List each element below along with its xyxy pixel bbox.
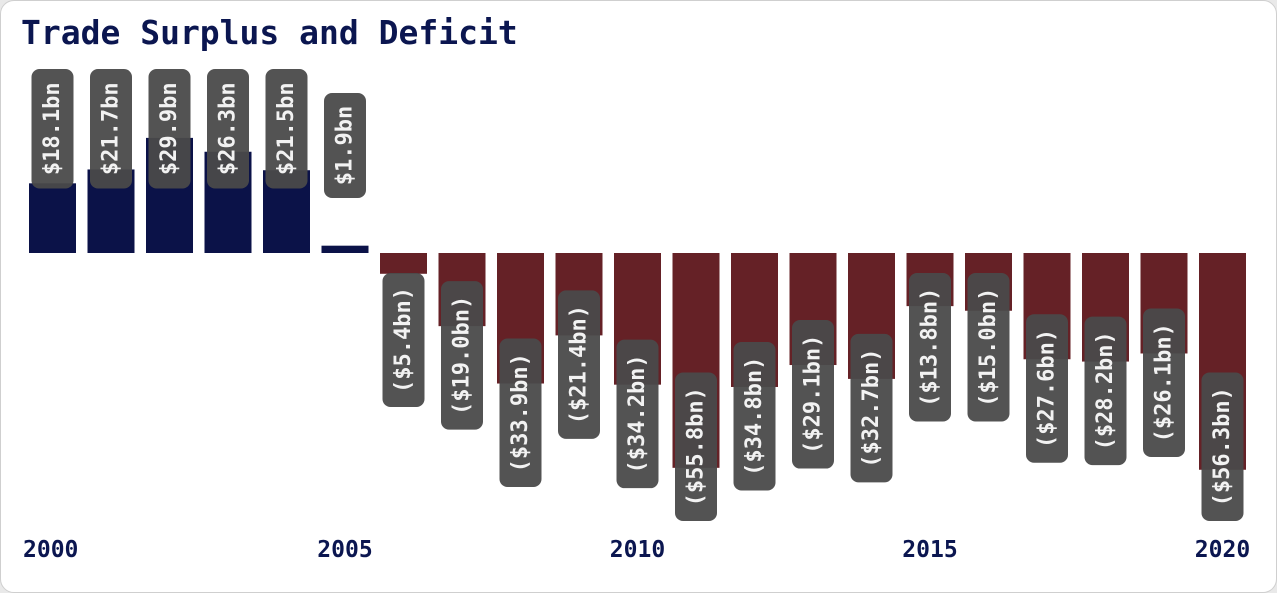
x-tick-2020: 2020	[1195, 537, 1250, 563]
data-label-2008: ($33.9bn)	[499, 338, 542, 488]
bar-2006	[380, 253, 427, 274]
data-label-2009: ($21.4bn)	[558, 290, 600, 439]
data-label-text: $21.7bn	[99, 82, 124, 175]
data-label-text: ($29.1bn)	[801, 335, 826, 454]
data-label-text: $18.1bn	[40, 82, 65, 175]
data-label-text: $29.9bn	[157, 82, 182, 175]
data-label-2016: ($15.0bn)	[967, 273, 1010, 422]
x-tick-2015: 2015	[902, 537, 957, 563]
data-label-2018: ($28.2bn)	[1084, 316, 1127, 466]
data-label-2019: ($26.1bn)	[1143, 308, 1185, 457]
data-label-2012: ($34.8bn)	[733, 341, 776, 491]
data-label-text: ($32.7bn)	[859, 349, 884, 468]
data-label-2013: ($29.1bn)	[792, 320, 834, 469]
data-label-text: $26.3bn	[216, 82, 241, 175]
data-labels-layer: $18.1bn $21.7bn $29.9bn $26.3bn $21.5bn $1.9b…	[31, 69, 1244, 521]
data-label-text: ($5.4bn)	[391, 287, 416, 393]
data-label-2007: ($19.0bn)	[441, 281, 483, 430]
data-label-text: ($34.2bn)	[625, 354, 650, 473]
data-label-2006: ($5.4bn)	[382, 273, 425, 407]
data-label-text: ($19.0bn)	[450, 296, 475, 415]
data-label-2017: ($27.6bn)	[1026, 314, 1068, 463]
data-label-2005: $1.9bn	[324, 93, 366, 198]
data-label-text: ($27.6bn)	[1035, 329, 1060, 448]
data-label-text: ($15.0bn)	[976, 288, 1001, 407]
data-label-text: ($28.2bn)	[1093, 331, 1118, 450]
data-label-2001: $21.7bn	[90, 69, 132, 189]
data-label-2004: $21.5bn	[265, 69, 308, 189]
data-label-2015: ($13.8bn)	[909, 273, 951, 422]
data-label-text: $1.9bn	[333, 106, 358, 185]
bar-2005	[321, 245, 369, 253]
data-label-text: ($55.8bn)	[684, 387, 709, 506]
bar-2000	[29, 183, 76, 253]
data-label-text: ($21.4bn)	[567, 305, 592, 424]
data-label-text: ($33.9bn)	[508, 353, 533, 472]
data-label-2010: ($34.2bn)	[616, 339, 659, 489]
x-tick-2005: 2005	[317, 537, 372, 563]
x-tick-2010: 2010	[610, 537, 665, 563]
data-label-2020: ($56.3bn)	[1201, 372, 1244, 521]
x-axis-ticks: 2000 2005 2010 2015 2020	[23, 537, 1250, 563]
data-label-2011: ($55.8bn)	[675, 372, 717, 521]
data-label-2014: ($32.7bn)	[850, 333, 893, 483]
data-label-2000: $18.1bn	[31, 69, 74, 189]
data-label-text: ($56.3bn)	[1210, 387, 1235, 506]
data-label-2003: $26.3bn	[207, 69, 249, 189]
data-label-text: ($34.8bn)	[742, 357, 767, 476]
chart-title: Trade Surplus and Deficit	[21, 13, 518, 52]
data-label-2002: $29.9bn	[148, 69, 191, 189]
data-label-text: ($26.1bn)	[1152, 323, 1177, 442]
data-label-text: ($13.8bn)	[918, 288, 943, 407]
data-label-text: $21.5bn	[274, 82, 299, 175]
x-tick-2000: 2000	[23, 537, 78, 563]
